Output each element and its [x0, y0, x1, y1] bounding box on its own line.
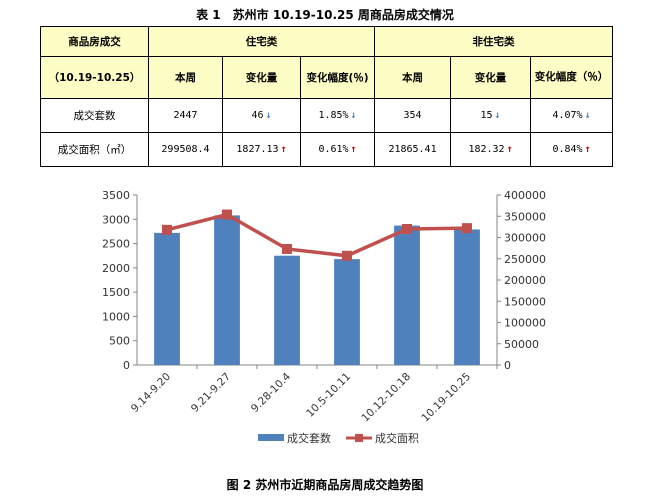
row-label-units: 成交套数 — [40, 98, 149, 133]
non-change-area: 182.32 ↑ — [450, 132, 532, 167]
arrow-up-icon: ↑ — [280, 144, 287, 155]
res-pct-header: 变化幅度(％) — [299, 56, 376, 99]
arrow-down-icon: ↓ — [350, 110, 357, 121]
right-tick-label: 400000 — [504, 189, 546, 202]
bar-units — [454, 229, 480, 365]
bar-units — [214, 215, 240, 365]
area-point-marker — [402, 224, 412, 234]
area-series-line — [166, 212, 468, 258]
corner-header-bottom: （10.19-10.25） — [40, 56, 149, 99]
legend-units-swatch — [258, 434, 284, 441]
area-point-marker — [462, 223, 472, 234]
res-change-units: 46 ↓ — [222, 98, 301, 133]
bar-units — [394, 225, 420, 365]
res-week-units: 2447 — [148, 98, 223, 133]
non-pct-units: 4.07% ↓ — [530, 98, 614, 133]
left-tick-label: 3500 — [102, 189, 130, 202]
figure-caption: 图 2 苏州市近期商品房周成交趋势图 — [226, 478, 424, 492]
non-week-header: 本周 — [374, 56, 452, 99]
left-tick-label: 2000 — [102, 262, 130, 275]
area-point-marker — [342, 250, 352, 261]
non-change-header: 变化量 — [450, 56, 532, 99]
right-tick-label: 50000 — [504, 338, 539, 351]
non-change-units: 15 ↓ — [450, 98, 532, 133]
left-tick-label: 3000 — [102, 213, 130, 226]
right-tick-label: 250000 — [504, 253, 546, 266]
right-tick-label: 100000 — [504, 317, 546, 330]
residential-group-header: 住宅类 — [147, 26, 376, 57]
res-change-area: 1827.13 ↑ — [222, 132, 301, 167]
area-point-marker — [282, 243, 292, 254]
res-week-header: 本周 — [148, 56, 223, 99]
trend-chart: 0 500 1000 1500 2000 2500 3000 3500 0 50000 100000… — [102, 189, 546, 445]
bar-units — [154, 232, 180, 365]
non-week-units: 354 — [374, 98, 452, 133]
left-tick-label: 0 — [123, 359, 130, 372]
area-point-marker — [222, 209, 232, 220]
legend-area-marker — [355, 434, 363, 442]
non-week-area: 21865.41 — [374, 132, 452, 167]
table-row: 成交面积（㎡） 299508.4 1827.13 ↑ 0.61% ↑ 21865.4… — [40, 132, 614, 167]
corner-header-top: 商品房成交 — [40, 26, 149, 57]
arrow-down-icon: ↓ — [494, 110, 501, 121]
transaction-table: 商品房成交 住宅类 非住宅类 （10.19-10.25） 本周 变化量 变化幅度… — [40, 26, 614, 167]
bar-units — [334, 259, 360, 365]
arrow-up-icon: ↑ — [506, 144, 513, 155]
right-tick-label: 300000 — [504, 232, 546, 245]
right-tick-label: 350000 — [504, 210, 546, 223]
right-tick-label: 150000 — [504, 295, 546, 308]
res-week-area: 299508.4 — [148, 132, 223, 167]
left-tick-label: 500 — [109, 335, 130, 348]
left-tick-label: 1500 — [102, 286, 130, 299]
x-tick-label: 10.5-10.11 — [304, 371, 353, 420]
x-tick-label: 9.21-9.27 — [189, 371, 233, 415]
res-change-header: 变化量 — [222, 56, 301, 99]
nonresidential-group-header: 非住宅类 — [374, 26, 614, 57]
right-tick-label: 200000 — [504, 274, 546, 287]
x-tick-label: 10.19-10.25 — [419, 371, 473, 425]
res-pct-area: 0.61% ↑ — [299, 132, 376, 167]
non-pct-area: 0.84% ↑ — [530, 132, 614, 167]
right-tick-label: 0 — [504, 359, 511, 372]
row-label-area: 成交面积（㎡） — [40, 132, 149, 167]
legend-units-label: 成交套数 — [287, 431, 331, 445]
left-tick-label: 1000 — [102, 310, 130, 323]
legend-area-label: 成交面积 — [375, 431, 419, 445]
table-row: 成交套数 2447 46 ↓ 1.85% ↓ 354 15 ↓ 4.07% ↓ — [40, 98, 614, 133]
bar-units — [274, 255, 300, 365]
arrow-down-icon: ↓ — [265, 110, 272, 121]
x-tick-label: 9.28-10.4 — [249, 370, 293, 414]
res-pct-units: 1.85% ↓ — [299, 98, 376, 133]
arrow-up-icon: ↑ — [584, 144, 591, 155]
x-tick-label: 10.12-10.18 — [359, 371, 413, 425]
area-point-marker — [162, 224, 172, 235]
non-pct-header: 变化幅度（％） — [530, 56, 614, 99]
arrow-down-icon: ↓ — [584, 110, 591, 121]
x-tick-label: 9.14-9.20 — [129, 371, 173, 415]
left-tick-label: 2500 — [102, 238, 130, 251]
table-title: 表 1 苏州市 10.19-10.25 周商品房成交情况 — [196, 8, 454, 22]
arrow-up-icon: ↑ — [350, 144, 357, 155]
